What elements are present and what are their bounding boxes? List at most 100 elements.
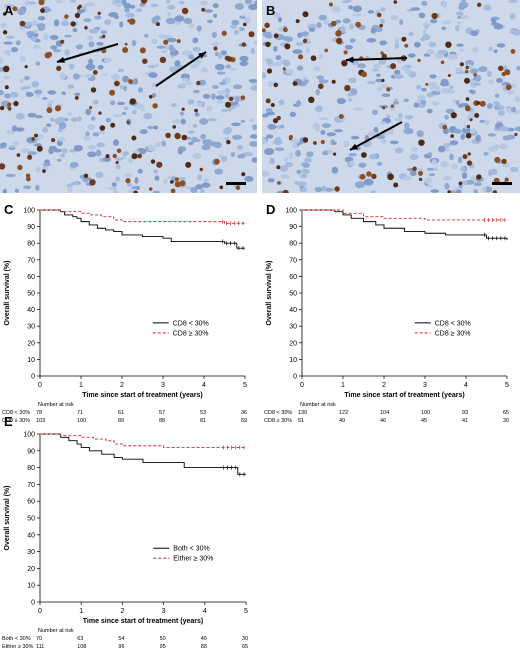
stained-cell — [418, 139, 425, 146]
cell-nucleus — [87, 151, 97, 158]
stained-cell — [298, 54, 304, 60]
stained-cell — [139, 47, 146, 54]
cell-nucleus — [442, 175, 452, 181]
cell-nucleus — [367, 131, 378, 137]
legend-label: CD8 < 30% — [173, 320, 209, 327]
cell-nucleus — [366, 80, 376, 85]
cell-nucleus — [282, 36, 290, 41]
cell-nucleus — [318, 53, 324, 59]
legend-label: CD8 < 30% — [435, 320, 471, 327]
cell-nucleus — [394, 74, 404, 79]
cell-nucleus — [59, 72, 66, 80]
stained-cell — [2, 65, 10, 73]
cell-nucleus — [442, 20, 452, 25]
cell-nucleus — [404, 115, 414, 120]
cell-nucleus — [171, 102, 177, 107]
cell-nucleus — [301, 168, 310, 175]
stained-cell — [51, 138, 56, 143]
stained-cell — [469, 118, 473, 122]
cell-nucleus — [125, 12, 135, 18]
risk-table-title: Number at risk — [300, 402, 336, 408]
cell-nucleus — [96, 142, 105, 148]
stained-cell — [150, 159, 156, 164]
cell-nucleus — [508, 0, 518, 3]
cell-nucleus — [193, 59, 202, 66]
y-tick-label: 10 — [27, 357, 35, 364]
y-tick-label: 10 — [27, 583, 35, 590]
cell-nucleus — [53, 19, 60, 27]
stained-cell — [114, 80, 120, 87]
cell-nucleus — [243, 16, 251, 24]
cell-nucleus — [483, 4, 492, 11]
stained-cell — [16, 153, 21, 157]
cell-nucleus — [24, 0, 30, 7]
stained-cell — [276, 115, 281, 121]
cell-nucleus — [233, 84, 243, 90]
cell-nucleus — [421, 87, 427, 92]
risk-count: 65 — [242, 644, 248, 650]
cell-nucleus — [114, 157, 123, 161]
stained-cell — [393, 0, 398, 4]
cell-nucleus — [192, 153, 202, 160]
cell-nucleus — [167, 4, 176, 10]
cell-nucleus — [123, 85, 128, 92]
cell-nucleus — [221, 155, 228, 162]
cell-nucleus — [147, 144, 156, 152]
risk-count: 88 — [201, 644, 207, 650]
cell-nucleus — [239, 15, 246, 19]
cell-nucleus — [103, 57, 112, 63]
arrow-line — [349, 121, 403, 151]
cell-nucleus — [170, 66, 178, 73]
cell-nucleus — [461, 180, 468, 185]
cell-nucleus — [426, 167, 435, 171]
stained-cell — [4, 85, 9, 90]
cell-nucleus — [240, 119, 246, 123]
cell-nucleus — [413, 41, 421, 48]
cell-nucleus — [302, 162, 310, 168]
cell-nucleus — [478, 66, 488, 73]
panel-letter-a: A — [4, 3, 14, 18]
x-tick-label: 2 — [120, 382, 124, 389]
stained-cell — [273, 33, 279, 39]
cell-nucleus — [216, 71, 226, 75]
x-tick-label: 3 — [161, 382, 165, 389]
cell-nucleus — [49, 117, 55, 122]
x-tick-label: 1 — [79, 608, 83, 615]
cell-nucleus — [307, 23, 317, 30]
stained-cell — [25, 173, 31, 178]
stained-cell — [77, 6, 81, 10]
cell-nucleus — [75, 44, 83, 50]
cell-nucleus — [380, 18, 385, 24]
cell-nucleus — [332, 141, 337, 145]
cell-nucleus — [124, 7, 130, 13]
cell-nucleus — [184, 81, 193, 86]
cell-nucleus — [451, 163, 458, 170]
cell-nucleus — [441, 26, 446, 31]
cell-nucleus — [295, 42, 304, 46]
stained-cell — [310, 55, 317, 61]
cell-nucleus — [16, 7, 26, 15]
cell-nucleus — [150, 3, 159, 8]
cell-nucleus — [111, 73, 120, 81]
y-tick-label: 40 — [27, 307, 35, 314]
cell-nucleus — [190, 64, 199, 69]
cell-nucleus — [15, 40, 21, 46]
cell-nucleus — [493, 100, 501, 107]
stained-cell — [447, 74, 451, 77]
stained-cell — [235, 185, 241, 190]
cell-nucleus — [4, 4, 15, 10]
cell-nucleus — [426, 49, 435, 55]
stained-cell — [390, 104, 395, 108]
cell-nucleus — [183, 17, 193, 24]
cell-nucleus — [111, 182, 117, 187]
cell-nucleus — [507, 90, 515, 95]
stained-cell — [124, 42, 128, 46]
cell-nucleus — [27, 151, 37, 156]
cell-nucleus — [378, 58, 387, 65]
panel-letter: C — [4, 202, 14, 217]
cell-nucleus — [56, 158, 62, 162]
y-tick-label: 70 — [27, 257, 35, 264]
stained-cell — [109, 89, 116, 96]
cell-nucleus — [100, 30, 108, 34]
cell-nucleus — [250, 85, 257, 91]
